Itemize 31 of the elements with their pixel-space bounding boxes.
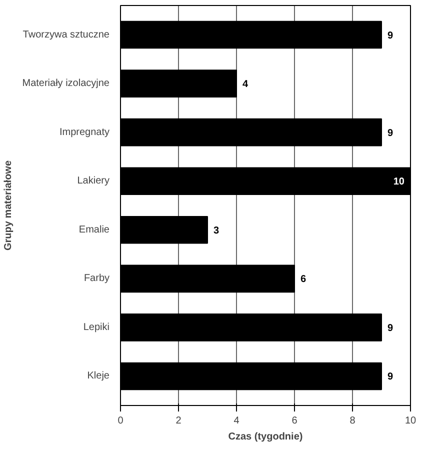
y-tick-label: Emalie bbox=[78, 224, 110, 236]
data-label: 9 bbox=[388, 372, 394, 383]
bar bbox=[120, 264, 295, 293]
y-tick-label: Kleje bbox=[87, 370, 110, 382]
data-label: 9 bbox=[388, 322, 394, 334]
x-tick-label: 10 bbox=[404, 416, 416, 426]
bar bbox=[120, 118, 382, 146]
data-label: 10 bbox=[393, 176, 405, 188]
y-tick-label: Materiały izolacyjne bbox=[22, 78, 110, 90]
x-tick-label: 8 bbox=[350, 416, 356, 426]
data-label: 4 bbox=[242, 79, 248, 90]
x-tick-label: 2 bbox=[176, 416, 182, 426]
data-label: 9 bbox=[388, 128, 394, 139]
x-tick-label: 4 bbox=[234, 416, 240, 426]
x-tick-label: 6 bbox=[292, 416, 298, 426]
y-tick-label: Lepiki bbox=[83, 322, 110, 333]
x-axis-title: Czas (tygodnie) bbox=[228, 432, 303, 442]
y-tick-label: Tworzywa sztuczne bbox=[22, 29, 110, 40]
bar bbox=[120, 216, 208, 244]
y-tick-label: Farby bbox=[84, 273, 110, 284]
y-tick-label: Impregnaty bbox=[59, 126, 110, 138]
x-tick-label: 0 bbox=[118, 416, 124, 426]
bar bbox=[120, 314, 382, 342]
bar bbox=[120, 362, 382, 390]
bar bbox=[120, 70, 237, 98]
y-axis-title: Grupy materiałowe bbox=[3, 160, 14, 251]
data-label: 6 bbox=[300, 274, 306, 286]
y-tick-label: Lakiery bbox=[77, 176, 110, 187]
data-label: 9 bbox=[388, 30, 394, 42]
bar bbox=[120, 20, 382, 49]
data-label: 3 bbox=[214, 225, 220, 236]
